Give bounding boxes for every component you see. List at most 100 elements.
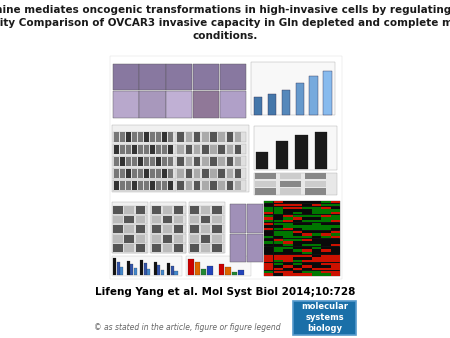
Bar — [283, 209, 292, 212]
Bar — [202, 169, 209, 178]
Bar — [264, 252, 273, 255]
Bar — [312, 204, 321, 206]
Bar — [177, 132, 246, 142]
Bar — [158, 265, 160, 275]
Bar — [135, 225, 145, 233]
Bar — [194, 157, 200, 166]
Bar — [218, 145, 225, 154]
Bar — [280, 173, 301, 179]
Bar — [174, 216, 183, 223]
Bar — [227, 145, 233, 154]
Bar — [162, 169, 167, 178]
Bar — [177, 169, 184, 178]
Bar — [293, 201, 302, 203]
Bar — [321, 231, 331, 233]
Bar — [151, 206, 186, 214]
Bar — [126, 145, 131, 154]
Bar — [194, 262, 200, 275]
Bar — [152, 216, 161, 223]
Bar — [274, 241, 283, 244]
Bar — [331, 255, 340, 257]
Bar — [144, 181, 149, 190]
Bar — [321, 273, 331, 276]
Bar — [321, 268, 331, 270]
Bar — [274, 260, 283, 262]
Bar — [150, 132, 155, 142]
Bar — [264, 247, 273, 249]
Bar — [120, 169, 125, 178]
Bar — [302, 241, 312, 244]
Bar — [166, 92, 193, 118]
Bar — [218, 181, 225, 190]
Bar — [280, 188, 301, 195]
Bar — [113, 235, 123, 243]
Bar — [331, 217, 340, 220]
Bar — [135, 216, 145, 223]
Bar — [113, 225, 148, 233]
Bar — [274, 233, 283, 236]
Bar — [150, 145, 155, 154]
Bar — [293, 247, 302, 249]
Bar — [227, 169, 233, 178]
Bar — [212, 206, 221, 214]
Bar — [274, 239, 283, 241]
Bar — [201, 269, 207, 275]
Bar — [302, 244, 312, 246]
Bar — [167, 263, 171, 275]
Bar — [302, 220, 312, 222]
Bar — [293, 209, 302, 212]
Bar — [331, 220, 340, 222]
Bar — [274, 247, 283, 249]
Bar — [283, 228, 292, 230]
Bar — [274, 273, 283, 276]
Bar — [235, 181, 242, 190]
Bar — [321, 244, 331, 246]
Bar — [125, 225, 134, 233]
Bar — [331, 207, 340, 209]
Bar — [331, 265, 340, 268]
Bar — [201, 225, 211, 233]
Bar — [283, 244, 292, 246]
Bar — [152, 235, 161, 243]
Bar — [144, 157, 149, 166]
Bar — [293, 273, 302, 276]
Bar — [274, 249, 283, 252]
Bar — [264, 263, 273, 265]
Bar — [302, 236, 312, 238]
Bar — [235, 145, 242, 154]
Bar — [140, 260, 143, 275]
Bar — [185, 181, 192, 190]
Bar — [163, 244, 172, 252]
Bar — [302, 223, 312, 225]
Bar — [312, 263, 321, 265]
Bar — [168, 132, 173, 142]
Bar — [312, 207, 321, 209]
Bar — [331, 215, 340, 217]
Bar — [253, 126, 337, 170]
Bar — [302, 247, 312, 249]
Bar — [331, 201, 340, 203]
Bar — [114, 145, 119, 154]
Bar — [321, 212, 331, 214]
Bar — [302, 231, 312, 233]
Bar — [113, 132, 176, 142]
Bar — [293, 244, 302, 246]
Bar — [162, 181, 167, 190]
Bar — [302, 265, 312, 268]
Bar — [253, 172, 337, 195]
Bar — [293, 301, 356, 335]
Bar — [274, 215, 283, 217]
Bar — [189, 225, 224, 233]
Bar — [177, 156, 246, 167]
Bar — [264, 265, 273, 268]
Bar — [247, 234, 262, 262]
Bar — [315, 132, 327, 169]
Bar — [306, 188, 326, 195]
Bar — [177, 168, 246, 178]
Bar — [126, 261, 130, 275]
Bar — [152, 225, 161, 233]
Bar — [120, 181, 125, 190]
Bar — [321, 247, 331, 249]
Bar — [156, 157, 161, 166]
Bar — [293, 268, 302, 270]
